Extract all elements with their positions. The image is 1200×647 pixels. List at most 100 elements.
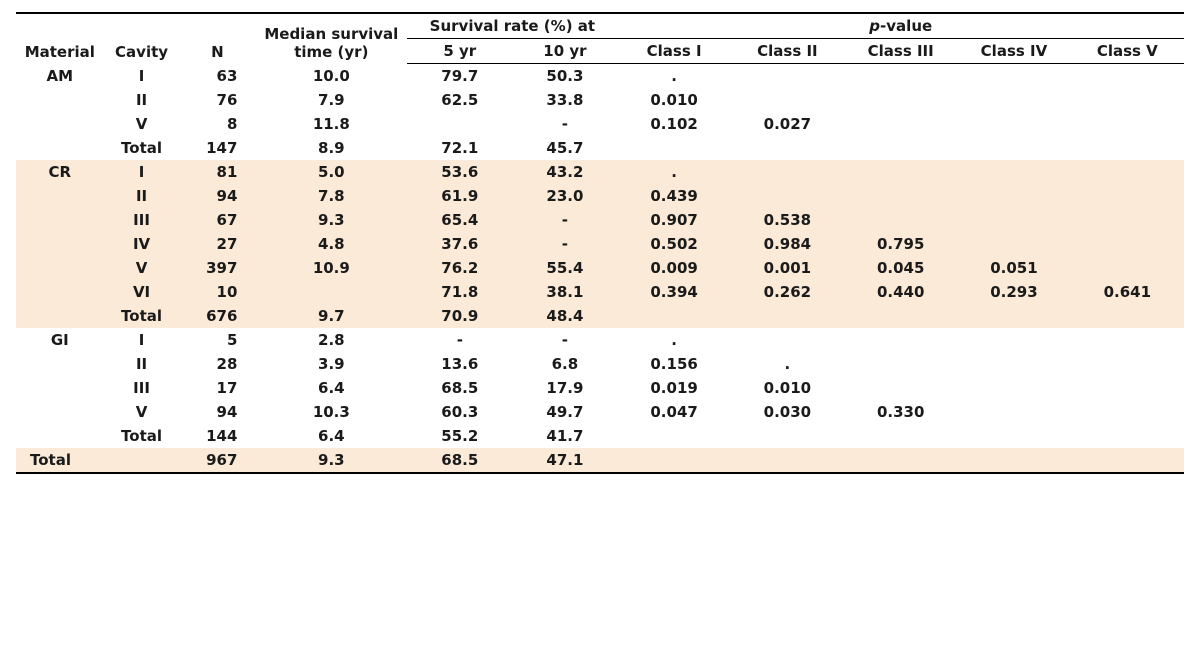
cell-s10: 38.1: [512, 280, 617, 304]
survival-table-wrapper: Material Cavity N Median survivaltime (y…: [16, 12, 1184, 474]
cell-p5: [1071, 424, 1184, 448]
cell-p3: [844, 136, 957, 160]
cell-p2: 0.984: [731, 232, 844, 256]
cell-p5: 0.641: [1071, 280, 1184, 304]
cell-p3: 0.330: [844, 400, 957, 424]
cell-s5: 72.1: [407, 136, 512, 160]
cell-p1: 0.102: [617, 112, 730, 136]
cell-p5: [1071, 232, 1184, 256]
cell-median: 9.7: [255, 304, 407, 328]
table-row: AMI6310.079.750.3.: [16, 64, 1184, 89]
cell-material: [16, 88, 104, 112]
cell-p1: 0.010: [617, 88, 730, 112]
cell-p1: [617, 448, 730, 473]
table-row: Total6769.770.948.4: [16, 304, 1184, 328]
cell-p4: [957, 232, 1070, 256]
cell-s10: -: [512, 112, 617, 136]
table-row: V39710.976.255.40.0090.0010.0450.051: [16, 256, 1184, 280]
cell-material: [16, 280, 104, 304]
cell-median: 10.3: [255, 400, 407, 424]
cell-p4: [957, 328, 1070, 352]
col-class2: Class II: [731, 39, 844, 64]
grand-total-row: Total9679.368.547.1: [16, 448, 1184, 473]
cell-s5: 71.8: [407, 280, 512, 304]
cell-s5: 65.4: [407, 208, 512, 232]
cell-p1: 0.439: [617, 184, 730, 208]
cell-s5: 37.6: [407, 232, 512, 256]
cell-cavity: Total: [104, 304, 180, 328]
col-class5: Class V: [1071, 39, 1184, 64]
cell-p4: [957, 64, 1070, 89]
table-row: II767.962.533.80.010: [16, 88, 1184, 112]
table-row: Total1446.455.241.7: [16, 424, 1184, 448]
cell-s10: 55.4: [512, 256, 617, 280]
cell-p5: [1071, 352, 1184, 376]
survival-table: Material Cavity N Median survivaltime (y…: [16, 12, 1184, 474]
cell-p5: [1071, 400, 1184, 424]
cell-material: [16, 232, 104, 256]
p-italic: p: [869, 17, 880, 35]
table-row: II947.861.923.00.439: [16, 184, 1184, 208]
cell-s5: 60.3: [407, 400, 512, 424]
cell-median: 10.9: [255, 256, 407, 280]
cell-cavity: III: [104, 208, 180, 232]
cell-material: GI: [16, 328, 104, 352]
cell-cavity: II: [104, 352, 180, 376]
cell-p5: [1071, 112, 1184, 136]
table-head: Material Cavity N Median survivaltime (y…: [16, 13, 1184, 64]
cell-s10: 48.4: [512, 304, 617, 328]
col-material: Material: [16, 13, 104, 64]
cell-p4: [957, 400, 1070, 424]
cell-p1: 0.047: [617, 400, 730, 424]
col-n: N: [180, 13, 256, 64]
table-row: III679.365.4-0.9070.538: [16, 208, 1184, 232]
cell-p2: 0.030: [731, 400, 844, 424]
cell-p5: [1071, 88, 1184, 112]
cell-p5: [1071, 256, 1184, 280]
cell-cavity: V: [104, 400, 180, 424]
cell-p3: [844, 376, 957, 400]
cell-p1: .: [617, 160, 730, 184]
table-row: IV274.837.6-0.5020.9840.795: [16, 232, 1184, 256]
cell-s10: 43.2: [512, 160, 617, 184]
cell-s10: -: [512, 232, 617, 256]
cell-p1: .: [617, 328, 730, 352]
cell-p4: 0.293: [957, 280, 1070, 304]
cell-median: 11.8: [255, 112, 407, 136]
cell-p1: 0.394: [617, 280, 730, 304]
cell-s5: 53.6: [407, 160, 512, 184]
cell-median: 3.9: [255, 352, 407, 376]
cell-median: 10.0: [255, 64, 407, 89]
cell-p2: [731, 304, 844, 328]
cell-p1: 0.907: [617, 208, 730, 232]
cell-p1: 0.502: [617, 232, 730, 256]
cell-n: 397: [180, 256, 256, 280]
cell-cavity: II: [104, 184, 180, 208]
cell-p1: 0.009: [617, 256, 730, 280]
cell-cavity: V: [104, 256, 180, 280]
cell-s10: 6.8: [512, 352, 617, 376]
cell-s5: 70.9: [407, 304, 512, 328]
cell-p1: 0.019: [617, 376, 730, 400]
cell-s5: 62.5: [407, 88, 512, 112]
cell-p2: 0.010: [731, 376, 844, 400]
cell-material: [16, 256, 104, 280]
cell-material: [16, 136, 104, 160]
cell-median: 9.3: [255, 448, 407, 473]
cell-p4: [957, 136, 1070, 160]
cell-s10: 41.7: [512, 424, 617, 448]
col-class4: Class IV: [957, 39, 1070, 64]
cell-p2: [731, 328, 844, 352]
cell-s5: 55.2: [407, 424, 512, 448]
cell-n: 967: [180, 448, 256, 473]
cell-p4: [957, 160, 1070, 184]
cell-s10: 49.7: [512, 400, 617, 424]
cell-median: 9.3: [255, 208, 407, 232]
cell-cavity: VI: [104, 280, 180, 304]
table-body: AMI6310.079.750.3.II767.962.533.80.010V8…: [16, 64, 1184, 474]
cell-p5: [1071, 448, 1184, 473]
col-group-survival: Survival rate (%) at: [407, 13, 617, 39]
cell-p2: [731, 184, 844, 208]
cell-cavity: II: [104, 88, 180, 112]
cell-material: [16, 208, 104, 232]
